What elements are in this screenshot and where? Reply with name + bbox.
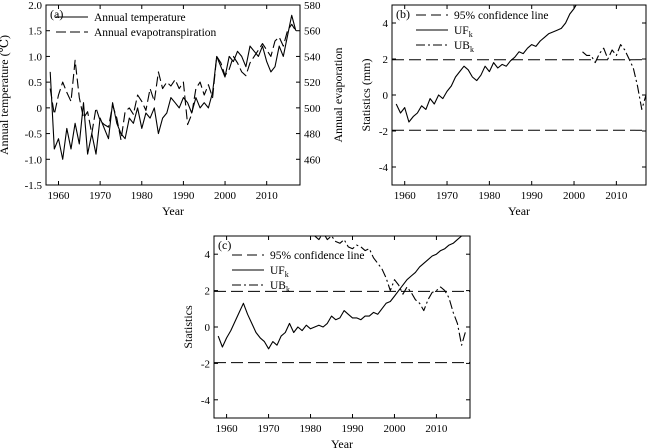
x-tick-label: 1960 (216, 423, 239, 435)
y-tick-label: -4 (201, 395, 211, 407)
y-tick-label: 0 (205, 322, 211, 334)
panel-label: (b) (396, 7, 410, 21)
y-tick-label: 4 (383, 18, 389, 30)
y-tick-label: 0 (383, 90, 389, 102)
legend-label-sub: k (469, 30, 473, 39)
plot-area (392, 5, 646, 131)
legend-label-main: 95% confidence line (454, 10, 549, 22)
plot-frame (45, 4, 301, 186)
y2-tick-label: 480 (304, 129, 321, 141)
legend-label: UBk (454, 40, 474, 54)
x-axis-label: Year (162, 204, 184, 218)
y-axis-label: Statistics (181, 305, 195, 349)
legend-label-main: UF (270, 265, 285, 277)
legend-label: 95% confidence line (270, 250, 365, 262)
y2-tick-label: 540 (304, 51, 321, 63)
plot-frame (391, 4, 647, 186)
x-tick-label: 2010 (425, 423, 448, 435)
y-tick-label: -4 (379, 162, 389, 174)
series-line-ub (582, 44, 646, 110)
x-tick-label: 1980 (478, 190, 501, 202)
panel-b: 1960 1970 1980 1990 2000 2010 -4 -2 0 2 4 Year Stati… (359, 4, 647, 218)
y2-axis-label: Annual evaporation (331, 48, 345, 143)
y-axis-label: Annual temperature (℃) (0, 35, 11, 155)
legend-label: Annual evapotranspiration (94, 27, 217, 39)
y-tick-label: -1.0 (25, 154, 43, 166)
y-tick-label: 0 (37, 103, 43, 115)
y-tick-label: -2 (201, 358, 210, 370)
x-tick-label: 1990 (521, 190, 544, 202)
y-tick-label: 2 (383, 54, 389, 66)
panel-label: (a) (50, 7, 63, 21)
x-axis-label: Year (508, 204, 530, 218)
legend: Annual temperature Annual evapotranspirat… (56, 12, 217, 39)
y-tick-label: 0.5 (28, 77, 42, 89)
legend-label: UBk (270, 280, 290, 294)
x-tick-label: 1980 (131, 190, 154, 202)
x-tick-label: 1990 (172, 190, 195, 202)
y2-tick-label: 520 (304, 77, 321, 89)
x-tick-label: 1970 (89, 190, 112, 202)
y2-tick-label: 580 (304, 0, 321, 12)
legend-label-main: UB (454, 40, 470, 52)
legend-label-sub: k (285, 270, 289, 279)
legend-label-main: UF (454, 25, 469, 37)
series-line-annual-temperature (49, 14, 297, 160)
series-line-ub (314, 236, 467, 346)
legend-label-sub: k (286, 285, 290, 294)
legend-label: 95% confidence line (454, 10, 549, 22)
x-tick-label: 1970 (436, 190, 459, 202)
y-tick-label: 1.0 (28, 51, 42, 63)
x-tick-label: 1970 (258, 423, 281, 435)
legend-label: UFk (454, 25, 473, 39)
x-tick-label: 2000 (383, 423, 406, 435)
y2-tick-label: 460 (304, 154, 321, 166)
plot-area (214, 236, 470, 364)
x-tick-label: 2010 (256, 190, 279, 202)
y-axis-label: Statistics (mm) (359, 59, 373, 132)
series-line-uf (217, 236, 463, 350)
legend-label: UFk (270, 265, 289, 279)
x-axis-label: Year (331, 437, 353, 448)
series-line-annual-evapotranspiration (49, 23, 297, 141)
panel-a: 1960 1970 1980 1990 2000 2010 -1.5 -1.0 -0.5 0 0.5… (0, 0, 345, 218)
series-line-uf (395, 5, 577, 123)
y-tick-label: 2 (205, 286, 211, 298)
panel-label: (c) (218, 238, 231, 252)
x-tick-label: 2000 (214, 190, 237, 202)
x-tick-label: 2010 (605, 190, 628, 202)
legend-label-main: UB (270, 280, 286, 292)
y-tick-label: 4 (205, 249, 211, 261)
x-tick-label: 2000 (563, 190, 586, 202)
legend-label-sub: k (470, 45, 474, 54)
legend-label-main: 95% confidence line (270, 250, 365, 262)
x-tick-label: 1960 (394, 190, 417, 202)
x-tick-label: 1990 (341, 423, 364, 435)
legend-label: Annual temperature (94, 12, 186, 24)
plot-frame (213, 235, 471, 419)
y-tick-label: -2 (379, 126, 388, 138)
y2-tick-label: 500 (304, 103, 321, 115)
y-tick-label: -0.5 (25, 129, 43, 141)
y2-tick-label: 560 (304, 26, 321, 38)
plot-area (49, 14, 297, 160)
x-tick-label: 1980 (300, 423, 323, 435)
y-tick-label: -1.5 (25, 180, 43, 192)
y-tick-label: 2.0 (28, 0, 42, 12)
y-tick-label: 1.5 (28, 26, 42, 38)
panel-c: 1960 1970 1980 1990 2000 2010 -4 -2 0 2 4 Year Stati… (181, 235, 471, 448)
x-tick-label: 1960 (47, 190, 70, 202)
